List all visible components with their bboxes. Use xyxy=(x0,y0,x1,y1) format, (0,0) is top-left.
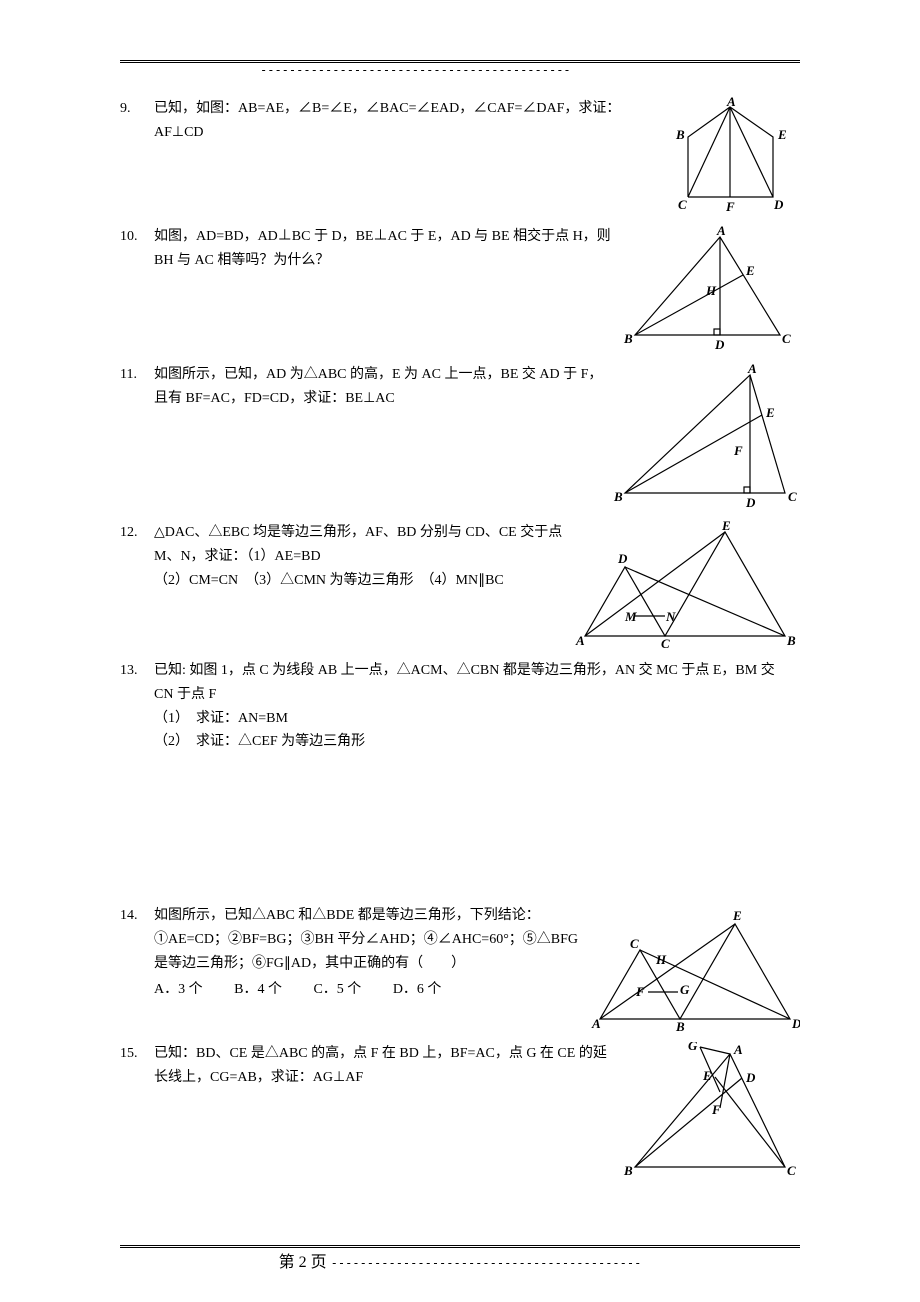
label-f: F xyxy=(733,443,743,458)
label-h: H xyxy=(655,952,667,967)
label-a: A xyxy=(575,633,585,648)
label-a: A xyxy=(726,97,736,109)
label-e: E xyxy=(721,521,731,533)
problem-sub2: （2） 求证：△CEF 为等边三角形 xyxy=(154,734,365,749)
label-b: B xyxy=(786,633,796,648)
label-f: F xyxy=(711,1102,721,1117)
label-f: F xyxy=(635,984,645,999)
label-c: C xyxy=(787,1163,796,1178)
problem-figure: A B C D E M N xyxy=(570,521,800,651)
label-c: C xyxy=(678,197,687,212)
label-b: B xyxy=(613,489,623,504)
label-b: B xyxy=(623,1163,633,1178)
problem-text: 已知，如图：AB=AE，∠B=∠E，∠BAC=∠EAD，∠CAF=∠DAF，求证… xyxy=(154,97,670,145)
problem-number: 14. xyxy=(120,904,154,928)
header-dashes: ----------------------------------------… xyxy=(260,63,800,77)
label-c: C xyxy=(782,331,791,346)
label-d: D xyxy=(745,495,756,510)
label-g: G xyxy=(680,982,690,997)
problem-11: 11. 如图所示，已知，AD 为△ABC 的高，E 为 AC 上一点，BE 交 … xyxy=(120,363,800,513)
problem-text: △DAC、△EBC 均是等边三角形，AF、BD 分别与 CD、CE 交于点 M、… xyxy=(154,521,570,592)
label-b: B xyxy=(675,1019,685,1034)
problem-text: 已知: 如图 1，点 C 为线段 AB 上一点，△ACM、△CBN 都是等边三角… xyxy=(154,659,800,754)
label-m: M xyxy=(624,609,637,624)
label-a: A xyxy=(591,1016,601,1031)
option-a: A．3 个 xyxy=(154,982,203,997)
problem-options: A．3 个 B．4 个 C．5 个 D．6 个 xyxy=(154,978,586,1002)
label-e: E xyxy=(702,1068,712,1083)
problem-13: 13. 已知: 如图 1，点 C 为线段 AB 上一点，△ACM、△CBN 都是… xyxy=(120,659,800,754)
label-b: B xyxy=(623,331,633,346)
problem-number: 11. xyxy=(120,363,154,387)
page: ----------------------------------------… xyxy=(0,0,920,1302)
page-footer: 第 2 页 ----------------------------------… xyxy=(120,1245,800,1272)
problem-14: 14. 如图所示，已知△ABC 和△BDE 都是等边三角形，下列结论：①AE=C… xyxy=(120,904,800,1034)
footer-prefix: 第 xyxy=(279,1254,295,1271)
problem-number: 10. xyxy=(120,225,154,249)
problem-number: 12. xyxy=(120,521,154,545)
problem-figure: A B C D E F xyxy=(610,363,800,513)
problem-number: 9. xyxy=(120,97,154,121)
problem-figure: A B C D E F G xyxy=(620,1042,800,1182)
footer-suffix: 页 xyxy=(311,1254,327,1271)
footer-page-number: 2 xyxy=(299,1254,307,1271)
label-c: C xyxy=(630,936,639,951)
label-a: A xyxy=(733,1042,743,1057)
page-header: ----------------------------------------… xyxy=(120,60,800,77)
label-n: N xyxy=(665,609,676,624)
label-h: H xyxy=(705,283,717,298)
label-a: A xyxy=(747,363,757,376)
label-e: E xyxy=(777,127,787,142)
label-d: D xyxy=(714,337,725,352)
problem-9: 9. 已知，如图：AB=AE，∠B=∠E，∠BAC=∠EAD，∠CAF=∠DAF… xyxy=(120,97,800,217)
label-c: C xyxy=(661,636,670,651)
problem-text: 如图所示，已知△ABC 和△BDE 都是等边三角形，下列结论：①AE=CD；②B… xyxy=(154,904,590,1001)
label-b: B xyxy=(675,127,685,142)
problem-sub1: （1） 求证：AN=BM xyxy=(154,711,288,726)
problem-15: 15. 已知：BD、CE 是△ABC 的高，点 F 在 BD 上，BF=AC，点… xyxy=(120,1042,800,1182)
footer-text: 第 2 页 ----------------------------------… xyxy=(120,1248,800,1272)
problem-10: 10. 如图，AD=BD，AD⊥BC 于 D，BE⊥AC 于 E，AD 与 BE… xyxy=(120,225,800,355)
label-e: E xyxy=(732,908,742,923)
problem-number: 13. xyxy=(120,659,154,683)
problem-figure: A B C D E F G H xyxy=(590,904,800,1034)
option-c: C．5 个 xyxy=(313,982,361,997)
problem-text-line2: （2）CM=CN （3）△CMN 为等边三角形 （4）MN∥BC xyxy=(154,573,504,588)
problem-text: 已知：BD、CE 是△ABC 的高，点 F 在 BD 上，BF=AC，点 G 在… xyxy=(154,1042,620,1090)
label-e: E xyxy=(745,263,755,278)
problem-number: 15. xyxy=(120,1042,154,1066)
label-d: D xyxy=(745,1070,756,1085)
problem-text: 如图所示，已知，AD 为△ABC 的高，E 为 AC 上一点，BE 交 AD 于… xyxy=(154,363,610,411)
label-c: C xyxy=(788,489,797,504)
footer-dashes: ----------------------------------------… xyxy=(331,1256,642,1270)
problem-figure: A B C D E H xyxy=(620,225,800,355)
problem-text-line1: △DAC、△EBC 均是等边三角形，AF、BD 分别与 CD、CE 交于点 M、… xyxy=(154,525,562,564)
label-d: D xyxy=(773,197,784,212)
label-f: F xyxy=(725,199,735,214)
option-d: D．6 个 xyxy=(393,982,442,997)
label-a: A xyxy=(716,225,726,238)
problem-text-line1: 已知: 如图 1，点 C 为线段 AB 上一点，△ACM、△CBN 都是等边三角… xyxy=(154,663,775,702)
label-e: E xyxy=(765,405,775,420)
label-d: D xyxy=(617,551,628,566)
problem-12: 12. △DAC、△EBC 均是等边三角形，AF、BD 分别与 CD、CE 交于… xyxy=(120,521,800,651)
option-b: B．4 个 xyxy=(234,982,282,997)
problem-figure: A B E C F D xyxy=(670,97,800,217)
problem-text: 如图，AD=BD，AD⊥BC 于 D，BE⊥AC 于 E，AD 与 BE 相交于… xyxy=(154,225,620,273)
problem-text-line1: 如图所示，已知△ABC 和△BDE 都是等边三角形，下列结论：①AE=CD；②B… xyxy=(154,908,578,971)
label-d: D xyxy=(791,1016,800,1031)
label-g: G xyxy=(688,1042,698,1053)
